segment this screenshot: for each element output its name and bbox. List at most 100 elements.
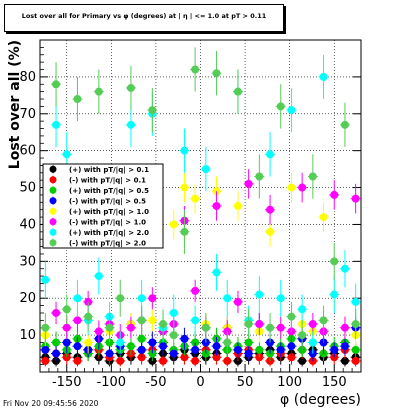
data-point bbox=[52, 308, 61, 317]
data-point bbox=[116, 356, 125, 365]
data-point bbox=[319, 213, 328, 222]
data-point bbox=[255, 345, 264, 354]
data-point bbox=[41, 345, 50, 354]
data-point bbox=[233, 345, 242, 354]
data-point bbox=[62, 338, 71, 347]
data-point bbox=[180, 353, 189, 362]
data-point bbox=[62, 323, 71, 332]
data-point bbox=[41, 356, 50, 365]
data-point bbox=[148, 316, 157, 325]
data-point bbox=[137, 345, 146, 354]
x-tick-label: -150 bbox=[52, 375, 82, 390]
data-point bbox=[212, 69, 221, 78]
data-point bbox=[94, 272, 103, 281]
data-point bbox=[244, 179, 253, 188]
data-point bbox=[126, 323, 135, 332]
data-point bbox=[298, 183, 307, 192]
data-point bbox=[330, 345, 339, 354]
data-point bbox=[212, 342, 221, 351]
data-point bbox=[52, 80, 61, 89]
x-tick-label: -100 bbox=[97, 375, 127, 390]
y-tick-label: 40 bbox=[19, 217, 36, 232]
data-point bbox=[298, 331, 307, 340]
data-point bbox=[340, 356, 349, 365]
data-point bbox=[255, 172, 264, 181]
data-point bbox=[287, 183, 296, 192]
y-tick-label: 60 bbox=[19, 144, 36, 159]
x-axis-label: φ (degrees) bbox=[280, 392, 361, 408]
legend-marker bbox=[49, 176, 57, 184]
data-point bbox=[116, 338, 125, 347]
legend-marker bbox=[49, 239, 57, 247]
legend-label: (+) with pT/|q| > 0.1 bbox=[69, 166, 149, 175]
data-point bbox=[308, 172, 317, 181]
data-point bbox=[84, 312, 93, 321]
chart-title-box: Lost over all for Primary vs φ (degrees)… bbox=[4, 4, 284, 32]
data-point bbox=[52, 120, 61, 129]
legend: (+) with pT/|q| > 0.1(-) with pT/|q| > 0… bbox=[42, 163, 164, 249]
y-axis-label: Lost over all (%) bbox=[7, 40, 23, 169]
y-tick-label: 80 bbox=[19, 70, 36, 85]
data-point bbox=[180, 334, 189, 343]
legend-box bbox=[42, 163, 164, 249]
y-tick-label: 70 bbox=[19, 107, 36, 122]
data-point bbox=[244, 320, 253, 329]
data-point bbox=[191, 65, 200, 74]
data-point bbox=[159, 356, 168, 365]
data-point bbox=[191, 356, 200, 365]
data-point bbox=[148, 106, 157, 115]
data-point bbox=[94, 87, 103, 96]
legend-label: (+) with pT/|q| > 2.0 bbox=[69, 229, 149, 238]
legend-label: (+) with pT/|q| > 1.0 bbox=[69, 208, 149, 217]
data-point bbox=[169, 220, 178, 229]
series-8 bbox=[40, 47, 361, 354]
data-point bbox=[351, 356, 360, 365]
data-point bbox=[298, 305, 307, 314]
data-point bbox=[223, 356, 232, 365]
x-tick-label: 150 bbox=[322, 375, 347, 390]
data-point bbox=[330, 257, 339, 266]
data-point bbox=[126, 83, 135, 92]
legend-label: (-) with pT/|q| > 0.1 bbox=[69, 176, 146, 185]
data-point bbox=[266, 227, 275, 236]
data-point bbox=[105, 323, 114, 332]
data-point bbox=[126, 120, 135, 129]
data-point bbox=[351, 345, 360, 354]
data-point bbox=[180, 146, 189, 155]
data-point bbox=[169, 331, 178, 340]
data-point bbox=[287, 342, 296, 351]
data-point bbox=[52, 349, 61, 358]
data-point bbox=[73, 356, 82, 365]
x-tick-label: 0 bbox=[196, 375, 204, 390]
x-tick-label: -50 bbox=[145, 375, 166, 390]
data-point bbox=[62, 305, 71, 314]
data-point bbox=[330, 190, 339, 199]
data-point bbox=[212, 268, 221, 277]
data-point bbox=[298, 356, 307, 365]
data-point bbox=[319, 72, 328, 81]
data-point bbox=[191, 194, 200, 203]
data-point bbox=[244, 349, 253, 358]
data-point bbox=[276, 294, 285, 303]
data-point bbox=[351, 320, 360, 329]
data-point bbox=[41, 275, 50, 284]
data-point bbox=[351, 297, 360, 306]
data-point bbox=[233, 87, 242, 96]
chart-title: Lost over all for Primary vs φ (degrees)… bbox=[21, 12, 267, 20]
data-point bbox=[340, 342, 349, 351]
data-point bbox=[266, 323, 275, 332]
data-point bbox=[169, 308, 178, 317]
data-point bbox=[52, 338, 61, 347]
data-point bbox=[287, 312, 296, 321]
data-point bbox=[351, 194, 360, 203]
data-point bbox=[212, 353, 221, 362]
data-point bbox=[319, 316, 328, 325]
legend-marker bbox=[49, 197, 57, 205]
legend-marker bbox=[49, 228, 57, 236]
data-point bbox=[266, 205, 275, 214]
data-point bbox=[244, 338, 253, 347]
data-point bbox=[255, 320, 264, 329]
data-point bbox=[340, 323, 349, 332]
data-point bbox=[137, 316, 146, 325]
data-point bbox=[266, 150, 275, 159]
